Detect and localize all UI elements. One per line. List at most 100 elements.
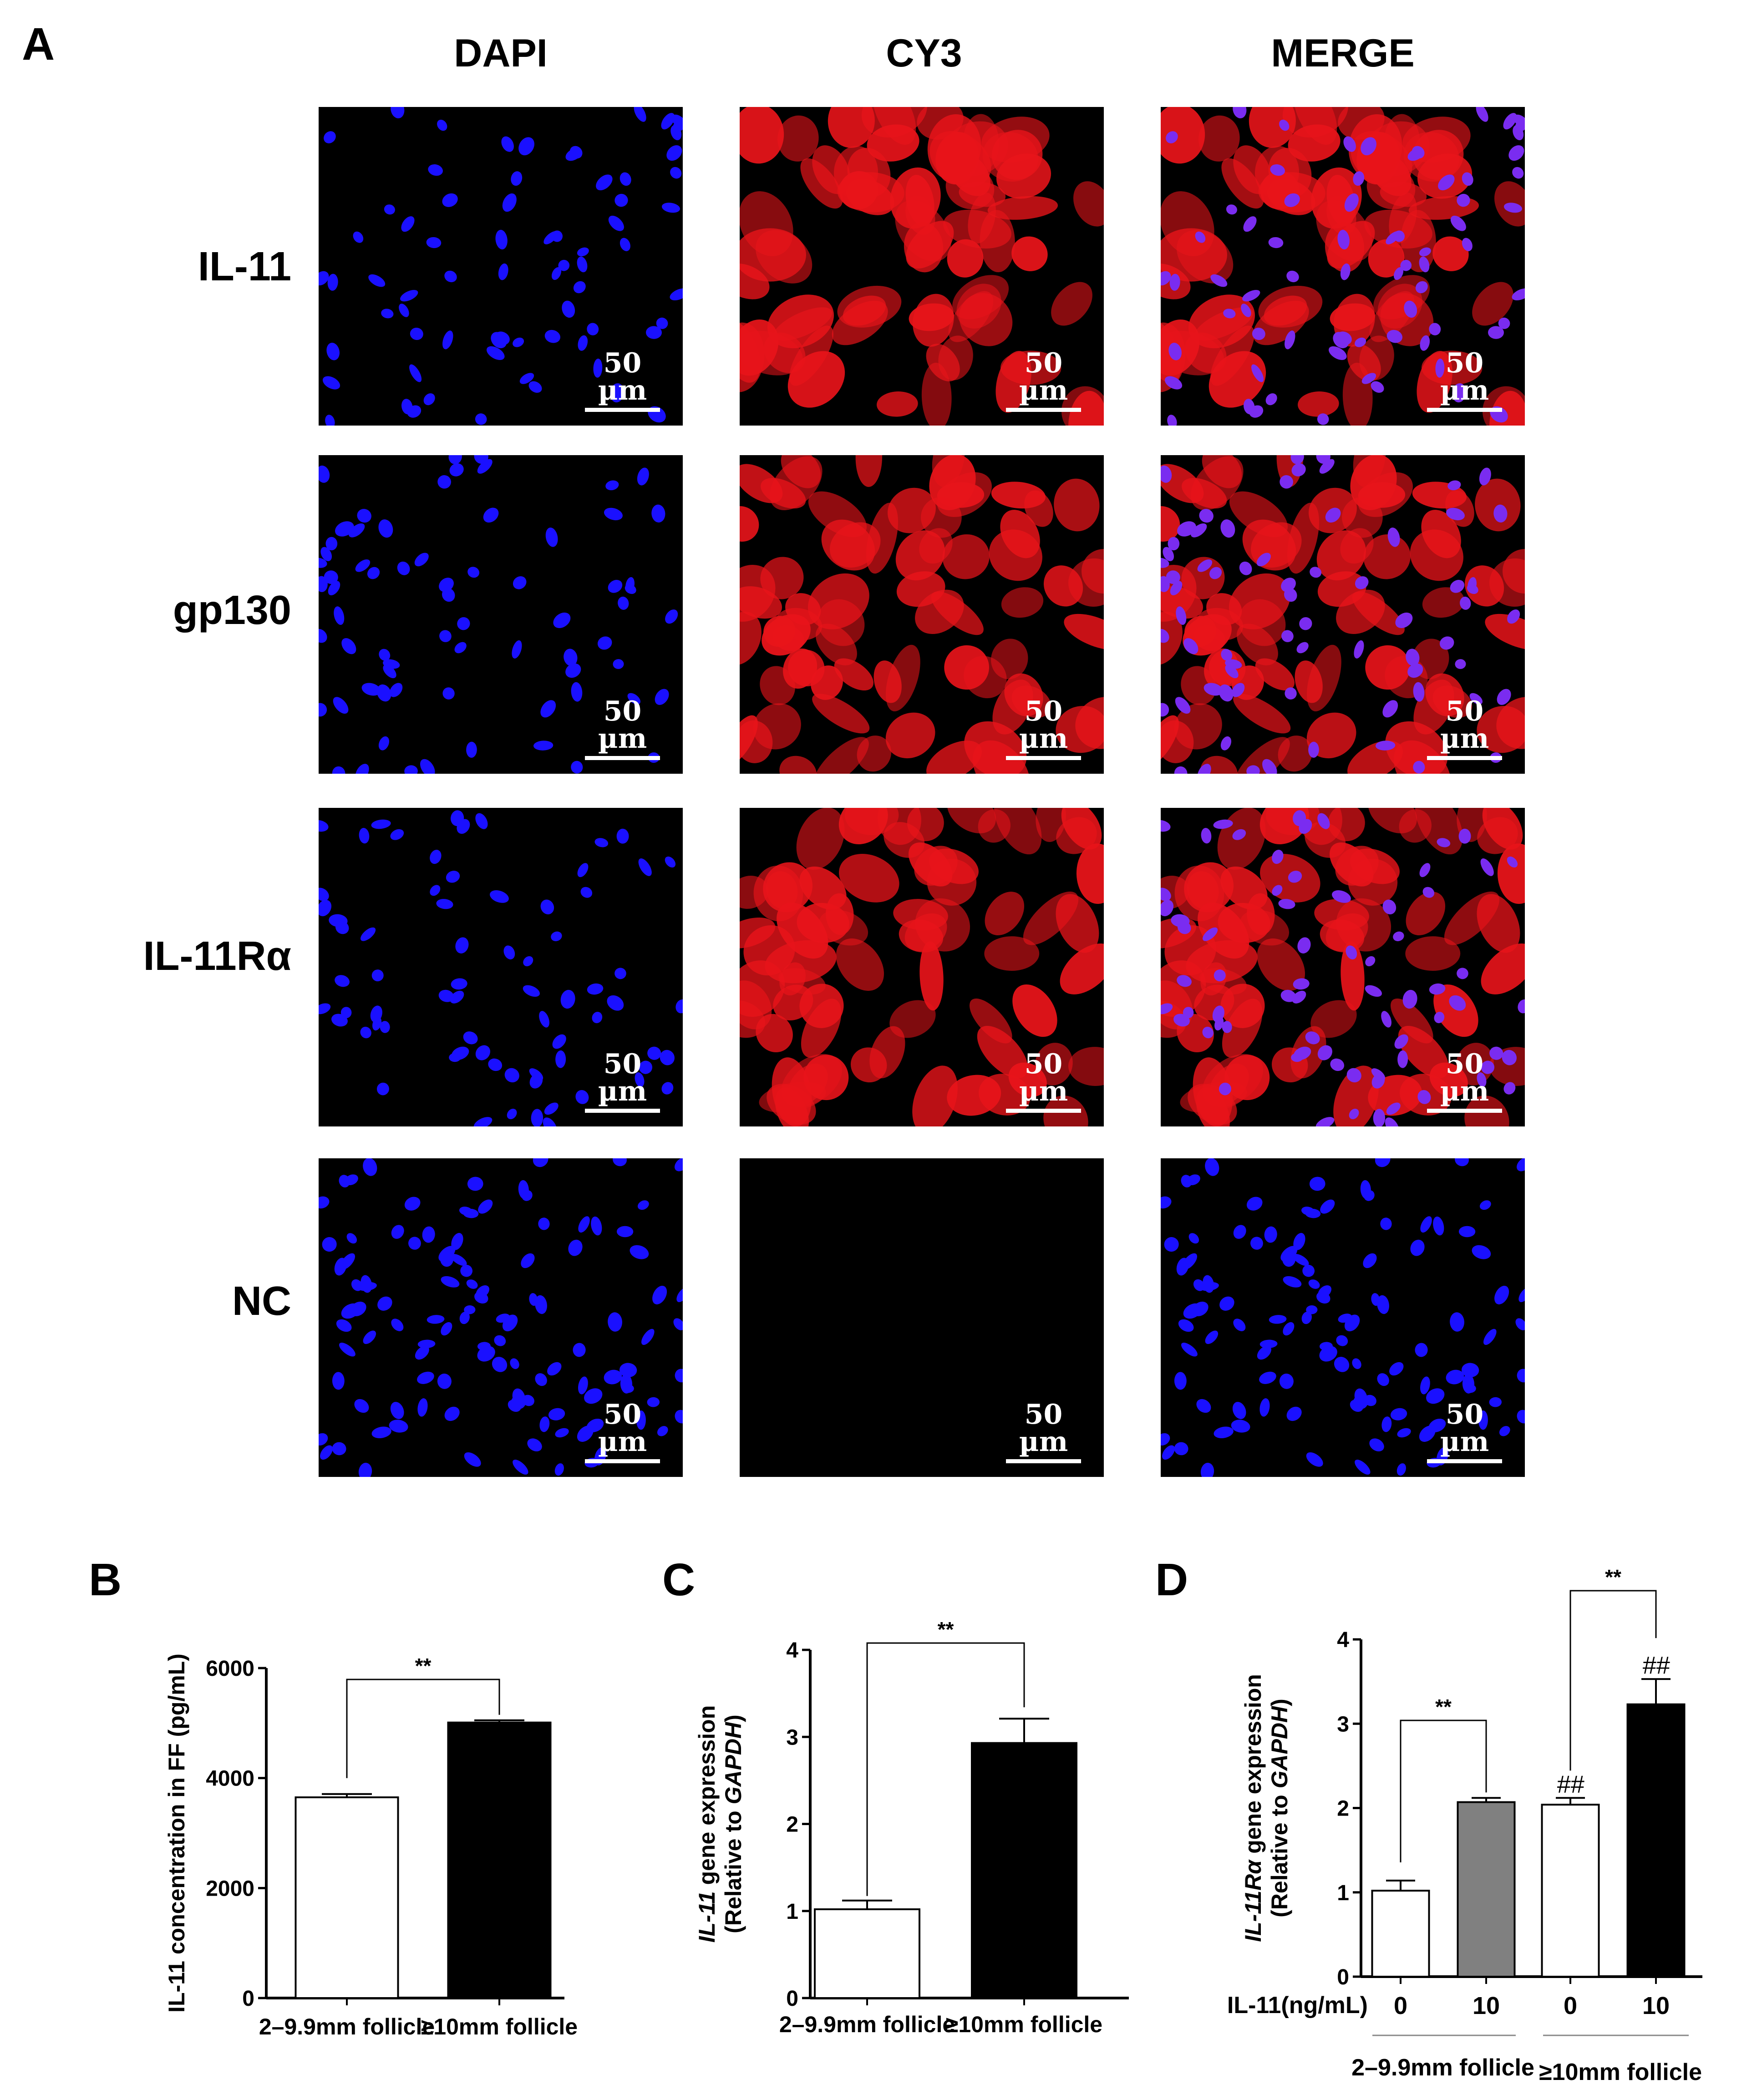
nucleus: [635, 1072, 645, 1087]
column-header-dapi: DAPI: [454, 31, 548, 75]
cell-body: [1368, 808, 1417, 833]
scale-bar-label: 50 µm: [1440, 695, 1489, 755]
y-tick-label: 6000: [206, 1657, 254, 1681]
cell-body: [837, 172, 904, 213]
nucleus: [336, 1319, 352, 1332]
nucleus: [1517, 1158, 1525, 1172]
nucleus: [1222, 1021, 1232, 1033]
nucleus: [665, 856, 676, 867]
cell-body: [740, 611, 762, 665]
cell-body: [1051, 282, 1092, 326]
micrograph-nc-merge: 50 µm: [1161, 1158, 1525, 1477]
nucleus: [1259, 1398, 1270, 1417]
nucleus: [555, 1428, 569, 1438]
nucleus: [1415, 281, 1428, 294]
nucleus: [605, 480, 619, 491]
nucleus: [379, 649, 391, 661]
nucleus: [1175, 697, 1191, 714]
nucleus: [1478, 1410, 1488, 1430]
panel-letter: D: [1155, 1554, 1188, 1605]
cell-body: [826, 893, 854, 935]
nucleus: [319, 888, 329, 901]
cell-body: [1161, 330, 1224, 375]
nucleus: [608, 1312, 622, 1332]
cell-body: [1425, 673, 1464, 716]
nucleus: [1309, 1177, 1325, 1191]
scale-bar-label: 50 µm: [1440, 1048, 1489, 1107]
nucleus: [1243, 216, 1257, 232]
cell-body: [787, 351, 845, 408]
nucleus: [1162, 1445, 1175, 1460]
nucleus: [502, 193, 517, 212]
nucleus: [360, 1026, 371, 1039]
nucleus: [1434, 1012, 1445, 1024]
nucleus: [414, 553, 429, 567]
nucleus: [1386, 330, 1402, 343]
cell-body: [1259, 808, 1309, 845]
nucleus: [1301, 1311, 1312, 1324]
nucleus: [1319, 459, 1335, 474]
nucleus: [1164, 1237, 1179, 1252]
nucleus: [608, 580, 623, 593]
nucleus: [430, 885, 441, 896]
cell-body: [1444, 891, 1500, 945]
nucleus: [538, 1217, 550, 1230]
nucleus: [1161, 576, 1167, 588]
cell-body: [1415, 808, 1463, 855]
nucleus: [448, 455, 462, 464]
cell-body: [912, 1065, 958, 1126]
scale-bar: 50 µm: [1006, 350, 1081, 412]
nucleus: [1242, 289, 1260, 302]
micrograph-il11ra-cy3: 50 µm: [740, 808, 1104, 1126]
cell-body: [1464, 565, 1504, 607]
nucleus: [371, 969, 384, 982]
nucleus: [1281, 578, 1296, 592]
nucleus: [1239, 561, 1252, 575]
nucleus: [319, 558, 327, 568]
nucleus: [513, 576, 527, 589]
cell-body: [756, 230, 812, 284]
nucleus: [486, 346, 505, 360]
nucleus: [327, 274, 338, 291]
nucleus: [441, 1276, 460, 1288]
nucleus: [1420, 1216, 1432, 1233]
nucleus: [320, 1445, 333, 1460]
nucleus: [553, 612, 571, 629]
nucleus: [507, 1108, 517, 1120]
cell-body: [1264, 295, 1307, 326]
nucleus: [1316, 455, 1330, 464]
x-tick-label: 2–9.9mm follicle: [259, 2014, 435, 2039]
nucleus: [1420, 335, 1430, 351]
nucleus: [1349, 1108, 1359, 1120]
nucleus: [451, 1233, 463, 1250]
nucleus: [329, 914, 348, 927]
cell-body: [1191, 456, 1244, 511]
nucleus: [1213, 819, 1233, 829]
micrograph-nc-cy3: 50 µm: [740, 1158, 1104, 1477]
nucleus: [1223, 309, 1236, 319]
nucleus: [655, 689, 669, 705]
panel-a-letter: A: [22, 19, 55, 70]
cell-body: [905, 195, 935, 235]
nucleus: [1183, 1303, 1202, 1319]
nucleus: [1270, 164, 1285, 176]
nucleus: [577, 256, 588, 273]
nucleus: [1268, 237, 1284, 249]
cell-body: [1255, 658, 1295, 691]
cell-body: [1340, 528, 1374, 564]
cell-body: [815, 624, 857, 665]
cell-body: [1456, 1043, 1494, 1086]
nucleus: [1382, 899, 1396, 914]
nucleus: [540, 700, 556, 718]
nucleus: [527, 1438, 542, 1451]
nucleus: [477, 1342, 491, 1351]
nucleus: [322, 1237, 337, 1252]
nucleus: [1285, 330, 1295, 350]
nucleus: [1246, 1197, 1263, 1211]
nucleus: [1483, 1329, 1497, 1345]
cell-body: [1054, 478, 1100, 532]
nucleus: [675, 1369, 683, 1383]
nucleus: [1371, 1068, 1386, 1080]
nucleus: [423, 393, 435, 406]
cell-body: [1000, 350, 1061, 385]
